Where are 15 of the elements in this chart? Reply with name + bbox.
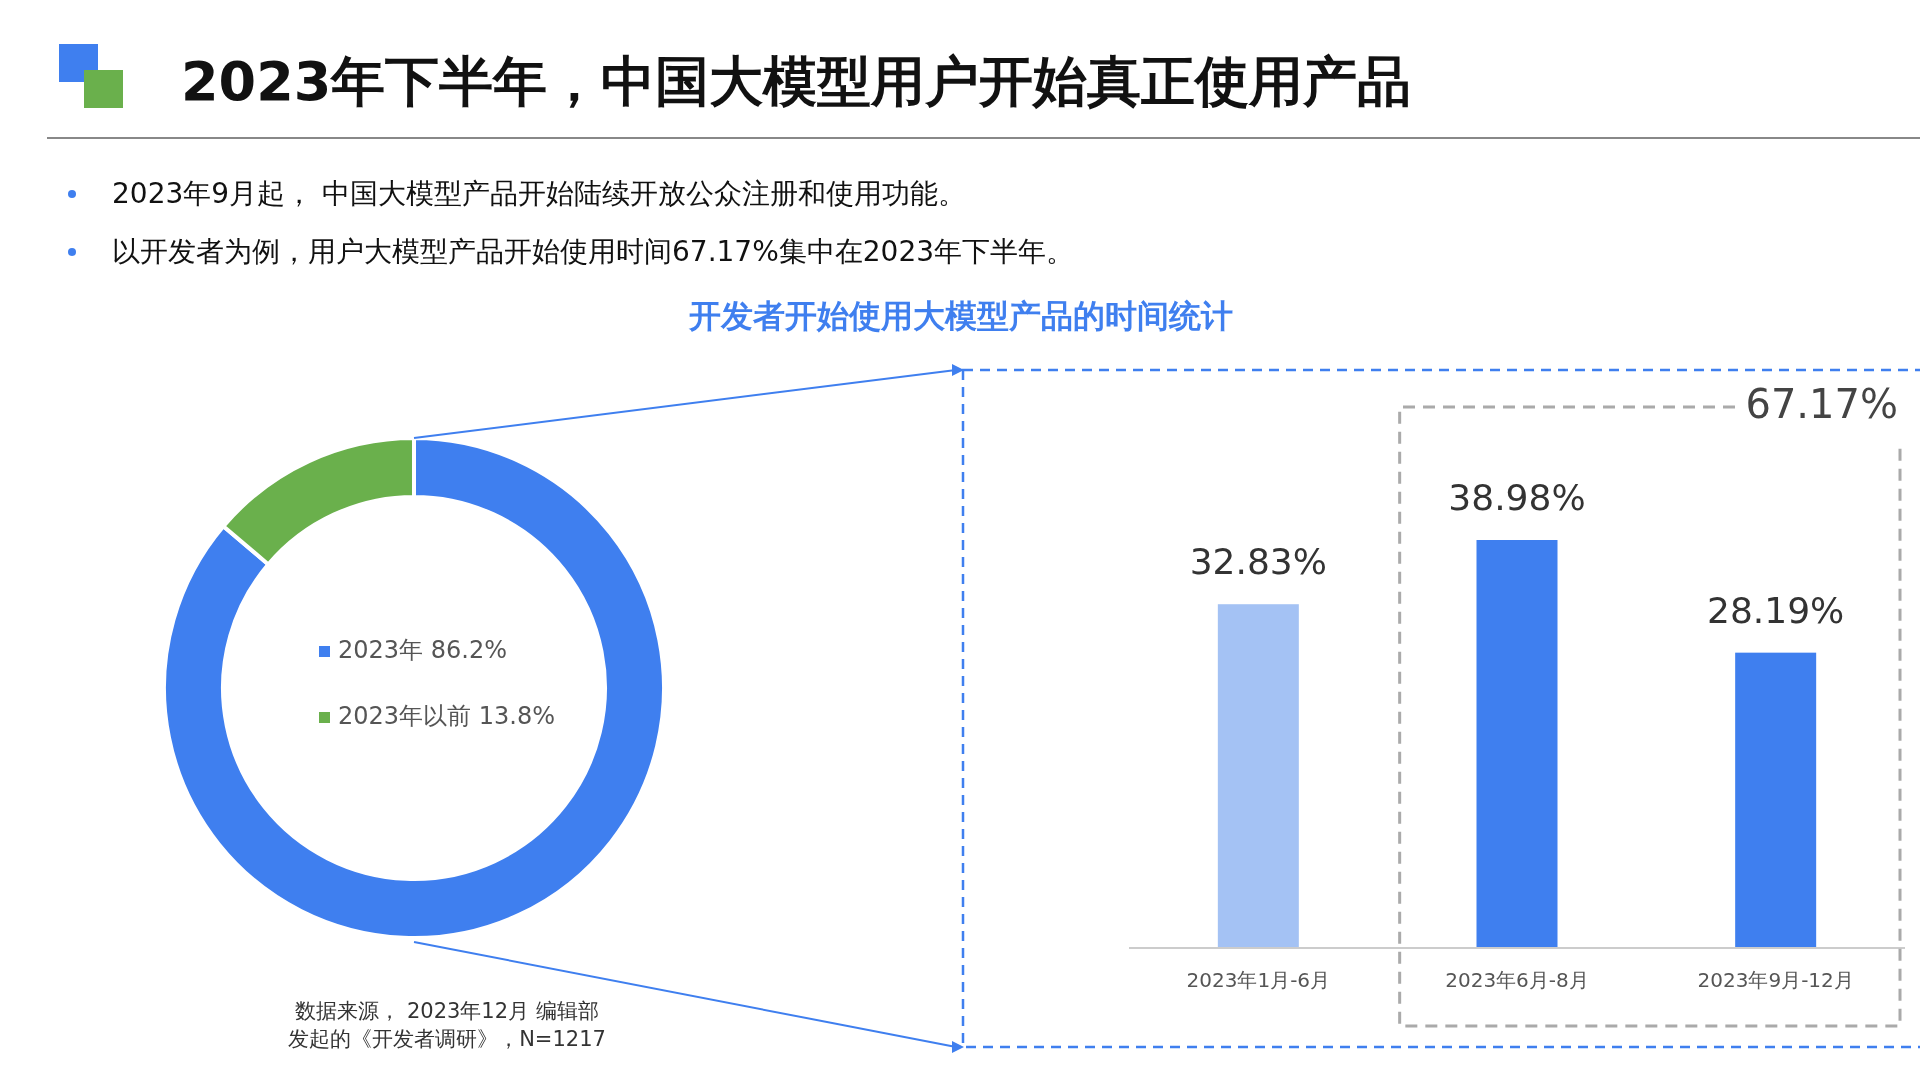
x-tick-label: 2023年1月-6月 — [1186, 968, 1331, 992]
text: 以开发者为例，用户大模型产品开始使用时间67.17%集中在2023年下半年。 — [112, 235, 1075, 268]
text: 发起的《开发者调研》，N=1217 — [288, 1027, 606, 1051]
x-tick-label: 2023年6月-8月 — [1445, 968, 1589, 992]
x-tick-label: 2023年9月-12月 — [1697, 968, 1854, 992]
text: 67.17% — [1745, 381, 1898, 427]
text: 2023年9月起， 中国大模型产品开始陆续开放公众注册和使用功能。 — [112, 177, 966, 210]
data-label: 38.98% — [1448, 477, 1586, 518]
text: 2023年下半年，中国大模型用户开始真正使用产品 — [181, 50, 1412, 113]
data-label: 32.83% — [1189, 541, 1327, 583]
legend-label: 2023年 86.2% — [338, 636, 507, 664]
data-label: 28.19% — [1707, 589, 1845, 631]
source-note: 数据来源， 2023年12月 编辑部 — [295, 999, 599, 1023]
text: 开发者开始使用大模型产品的时间统计 — [688, 297, 1233, 335]
legend-label: 2023年以前 13.8% — [338, 702, 555, 730]
